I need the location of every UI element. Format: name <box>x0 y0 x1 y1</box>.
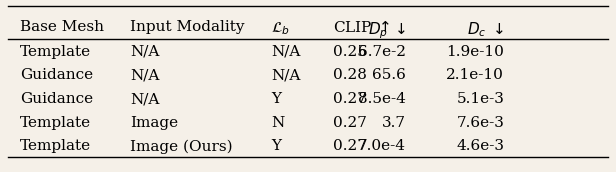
Text: Base Mesh: Base Mesh <box>20 20 103 34</box>
Text: N: N <box>271 116 285 130</box>
Text: 4.6e-3: 4.6e-3 <box>456 139 505 153</box>
Text: 0.25: 0.25 <box>333 45 367 59</box>
Text: 6.7e-2: 6.7e-2 <box>358 45 406 59</box>
Text: Input Modality: Input Modality <box>130 20 245 34</box>
Text: N/A: N/A <box>130 45 160 59</box>
Text: 8.5e-4: 8.5e-4 <box>359 92 406 106</box>
Text: 7.0e-4: 7.0e-4 <box>358 139 406 153</box>
Text: Template: Template <box>20 139 91 153</box>
Text: $D_p$ $\downarrow$: $D_p$ $\downarrow$ <box>368 20 406 41</box>
Text: N/A: N/A <box>130 92 160 106</box>
Text: 1.9e-10: 1.9e-10 <box>447 45 505 59</box>
Text: 3.7: 3.7 <box>382 116 406 130</box>
Text: Guidance: Guidance <box>20 68 93 82</box>
Text: 0.28: 0.28 <box>333 68 367 82</box>
Text: 2.1e-10: 2.1e-10 <box>447 68 505 82</box>
Text: Template: Template <box>20 45 91 59</box>
Text: 5.1e-3: 5.1e-3 <box>456 92 505 106</box>
Text: Y: Y <box>271 139 282 153</box>
Text: 0.27: 0.27 <box>333 116 367 130</box>
Text: N/A: N/A <box>130 68 160 82</box>
Text: N/A: N/A <box>271 45 301 59</box>
Text: Template: Template <box>20 116 91 130</box>
Text: CLIP $\uparrow$: CLIP $\uparrow$ <box>333 20 390 35</box>
Text: Image: Image <box>130 116 178 130</box>
Text: Image (Ours): Image (Ours) <box>130 139 233 154</box>
Text: 0.27: 0.27 <box>333 92 367 106</box>
Text: $\mathcal{L}_b$: $\mathcal{L}_b$ <box>271 20 290 37</box>
Text: 7.6e-3: 7.6e-3 <box>456 116 505 130</box>
Text: 65.6: 65.6 <box>372 68 406 82</box>
Text: $D_c$ $\downarrow$: $D_c$ $\downarrow$ <box>467 20 505 39</box>
Text: N/A: N/A <box>271 68 301 82</box>
Text: 0.27: 0.27 <box>333 139 367 153</box>
Text: Y: Y <box>271 92 282 106</box>
Text: Guidance: Guidance <box>20 92 93 106</box>
